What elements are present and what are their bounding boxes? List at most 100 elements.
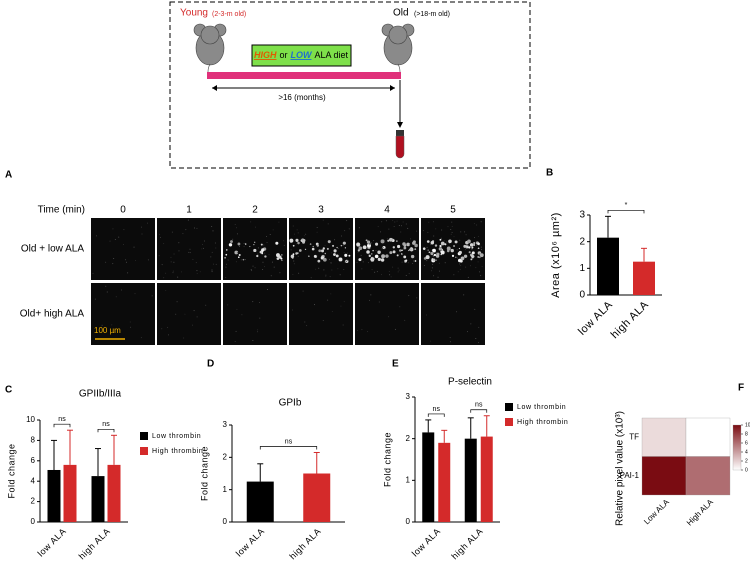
speckle xyxy=(471,249,473,251)
speckle xyxy=(405,259,408,262)
speckle xyxy=(427,249,429,251)
y-tick-label: 2 xyxy=(31,497,36,506)
speckle xyxy=(444,243,447,246)
colorbar xyxy=(732,424,742,471)
speckle xyxy=(163,243,165,245)
speckle xyxy=(479,256,481,259)
speckle xyxy=(401,249,403,252)
speckle xyxy=(479,253,481,255)
speckle xyxy=(439,238,442,241)
speckle xyxy=(380,258,385,262)
speckle xyxy=(215,263,217,265)
speckle xyxy=(370,294,372,296)
speckle xyxy=(275,241,279,245)
speckle xyxy=(398,253,400,255)
speckle xyxy=(456,249,458,251)
speckle xyxy=(161,328,163,330)
speckle xyxy=(342,241,346,245)
speckle xyxy=(187,219,189,221)
speckle xyxy=(225,253,228,256)
imaging-panel: Time (min) 0 1 2 3 4 5 Old + low ALA Old+ high … xyxy=(20,205,485,345)
legend-label: High thrombin xyxy=(517,419,568,426)
chart-title: GPIb xyxy=(279,398,302,409)
panel-letter: B xyxy=(546,168,553,179)
speckle xyxy=(334,239,336,241)
speckle xyxy=(294,233,296,235)
speckle xyxy=(232,238,234,240)
panel-letter: D xyxy=(207,359,214,370)
heatmap-cell xyxy=(641,417,687,457)
speckle xyxy=(460,231,462,233)
speckle xyxy=(158,255,160,257)
speckle xyxy=(408,273,410,275)
duration-label: >16 (months) xyxy=(278,93,326,102)
speckle xyxy=(333,253,336,256)
speckle xyxy=(467,276,469,278)
significance-bracket xyxy=(607,209,645,214)
x-tick-label: low ALA xyxy=(410,526,443,559)
speckle xyxy=(433,253,437,257)
speckle xyxy=(264,266,266,268)
speckle xyxy=(332,244,335,247)
chart-title: P-selectin xyxy=(448,377,492,388)
speckle xyxy=(312,245,314,248)
speckle xyxy=(471,251,475,255)
speckle xyxy=(477,261,479,263)
speckle xyxy=(225,249,228,251)
speckle xyxy=(358,258,362,262)
y-tick-label: 0 xyxy=(579,290,585,301)
speckle xyxy=(356,261,358,263)
speckle xyxy=(345,260,347,262)
speckle xyxy=(377,226,379,228)
speckle xyxy=(293,260,295,262)
legend-label: High thrombin xyxy=(152,448,203,455)
speckle xyxy=(325,274,327,276)
speckle xyxy=(435,252,437,254)
speckle xyxy=(460,265,462,267)
speckle xyxy=(182,233,184,235)
speckle xyxy=(375,242,379,246)
legend-label: Low thrombin xyxy=(152,433,201,440)
speckle xyxy=(224,257,226,259)
speckle xyxy=(464,249,466,251)
speckle xyxy=(358,227,360,229)
speckle xyxy=(454,240,458,244)
speckle xyxy=(431,267,433,269)
speckle xyxy=(105,285,107,287)
heatmap-cell xyxy=(685,456,731,496)
speckle xyxy=(123,243,125,245)
speckle xyxy=(463,294,465,296)
speckle xyxy=(279,272,281,274)
speckle xyxy=(366,250,370,254)
speckle xyxy=(205,304,207,306)
speckle xyxy=(92,272,94,274)
speckle xyxy=(448,239,452,244)
speckle xyxy=(416,297,418,299)
y-tick-label: 3 xyxy=(579,210,585,221)
speckle xyxy=(444,262,446,264)
speckle xyxy=(211,251,213,253)
speckle xyxy=(163,277,165,279)
speckle xyxy=(426,260,428,262)
speckle xyxy=(361,268,363,270)
speckle xyxy=(178,250,180,252)
speckle xyxy=(269,233,271,235)
x-tick-label: low ALA xyxy=(36,526,69,559)
speckle xyxy=(185,229,187,231)
row-label: PAI-1 xyxy=(620,471,640,480)
speckle xyxy=(290,249,292,251)
speckle xyxy=(109,240,111,242)
speckle xyxy=(123,229,125,231)
speckle xyxy=(398,224,400,226)
speckle xyxy=(214,242,216,244)
speckle xyxy=(446,249,450,253)
speckle xyxy=(270,275,272,277)
speckle xyxy=(112,228,114,230)
speckle xyxy=(227,304,229,306)
x-tick-label: high ALA xyxy=(449,526,484,561)
speckle xyxy=(344,230,346,232)
speckle xyxy=(290,254,295,259)
speckle xyxy=(305,233,307,235)
speckle xyxy=(404,319,406,321)
speckle xyxy=(344,247,347,249)
